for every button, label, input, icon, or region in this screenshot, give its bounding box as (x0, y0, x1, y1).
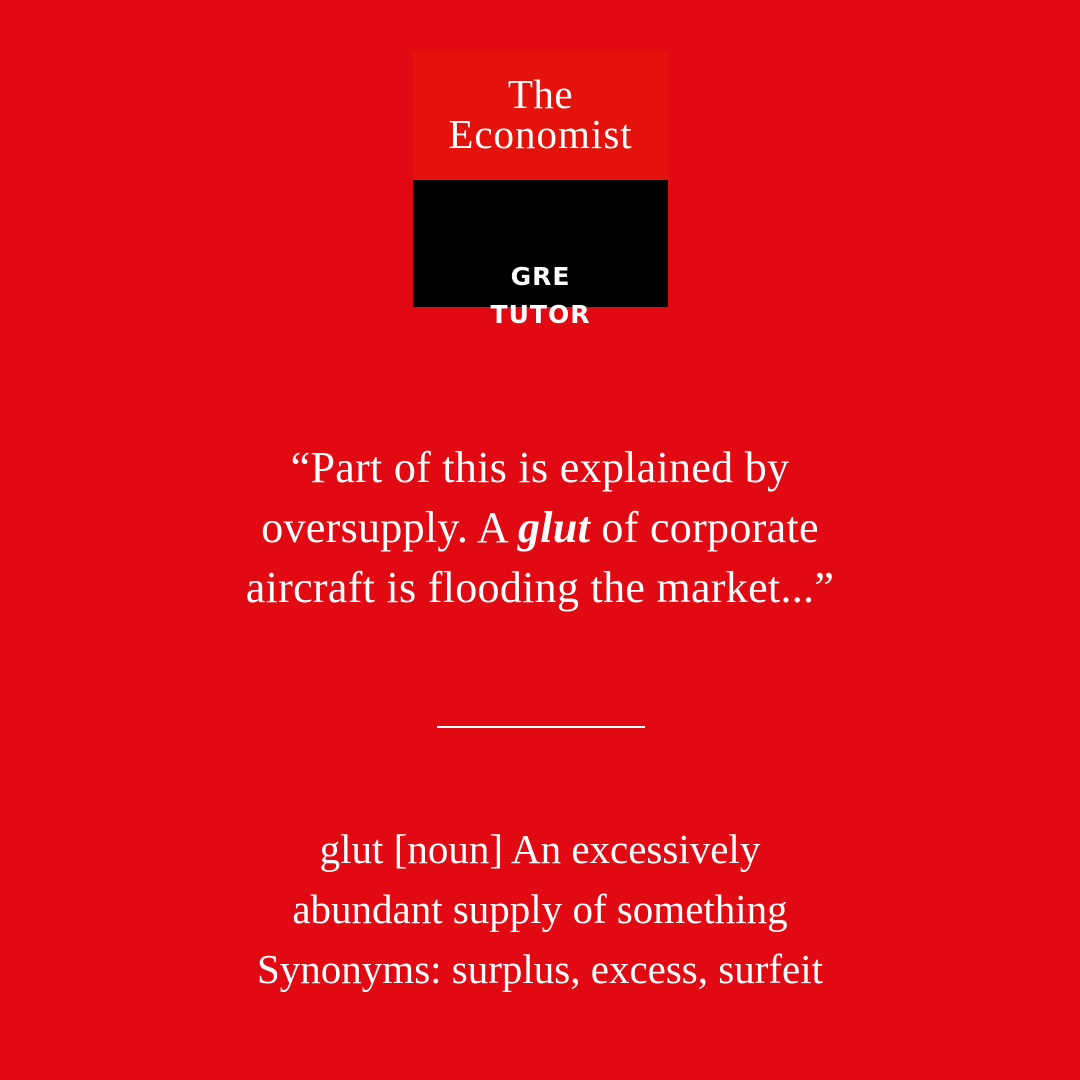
logo-tag-tutor: TUTOR (490, 300, 591, 329)
logo-tag-gre: GRE (510, 262, 571, 291)
logo-tag: GRE TUTOR (413, 180, 668, 329)
quote-keyword: glut (518, 503, 591, 552)
economist-gre-tutor-logo: The Economist GRE TUTOR (413, 52, 668, 329)
quote-line-2-after: of corporate (590, 503, 819, 552)
divider (437, 726, 645, 728)
definition-synonyms: Synonyms: surplus, excess, surfeit (257, 946, 823, 992)
definition-line-1: glut [noun] An excessively (319, 826, 761, 872)
logo-word-the: The (507, 71, 574, 117)
quote-line-2-before: oversupply. A (261, 503, 518, 552)
definition-line-2: abundant supply of something (292, 886, 788, 932)
logo-word-economist: Economist (448, 111, 633, 157)
quote-line-1: “Part of this is explained by (290, 443, 790, 492)
logo-masthead: The Economist (413, 52, 668, 180)
quote-line-3: aircraft is flooding the market...” (245, 563, 835, 612)
quote-line-2: oversupply. A glut of corporate (140, 498, 940, 558)
